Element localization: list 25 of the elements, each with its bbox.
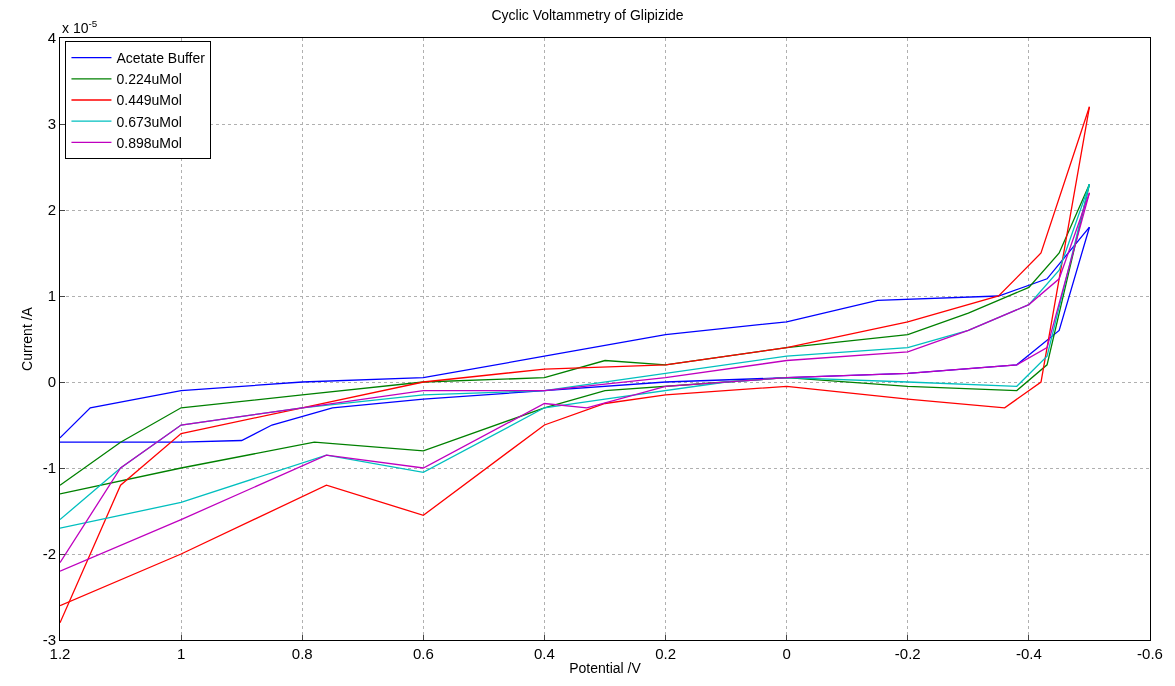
y-tick-label: 1 [47,287,56,305]
x-tick-label: 1 [176,645,186,662]
y-tick-label: 3 [47,115,56,133]
y-tick-label: 4 [47,29,56,47]
x-axis-title: Potential /V [569,660,642,677]
x-tick-label: 0.4 [534,645,555,662]
y-tick-label: 0 [47,373,56,391]
x-tick-label: -0.4 [1015,645,1042,662]
legend-label: 0.898uMol [116,134,182,151]
y-tick-label: -1 [42,459,56,477]
y-tick-label: 2 [47,201,56,219]
legend-label: 0.224uMol [116,71,182,88]
chart-title: Cyclic Voltammetry of Glipizide [491,7,684,24]
legend-label: 0.449uMol [116,92,182,109]
text: x 10$^{-5}$ [62,18,98,36]
legend-label: Acetate Buffer [116,50,206,67]
y-tick-label: -2 [42,545,56,563]
x-tick-label: -0.2 [894,645,921,662]
x-tick-label: 0.6 [412,645,434,662]
x-tick-label: 0.8 [291,645,313,662]
y-axis-title: Current /A [19,306,36,371]
x-tick-label: 0 [782,645,791,662]
legend-label: 0.673uMol [116,113,182,130]
x-tick-label: -0.6 [1137,645,1163,662]
x-tick-label: 0.2 [655,645,676,662]
